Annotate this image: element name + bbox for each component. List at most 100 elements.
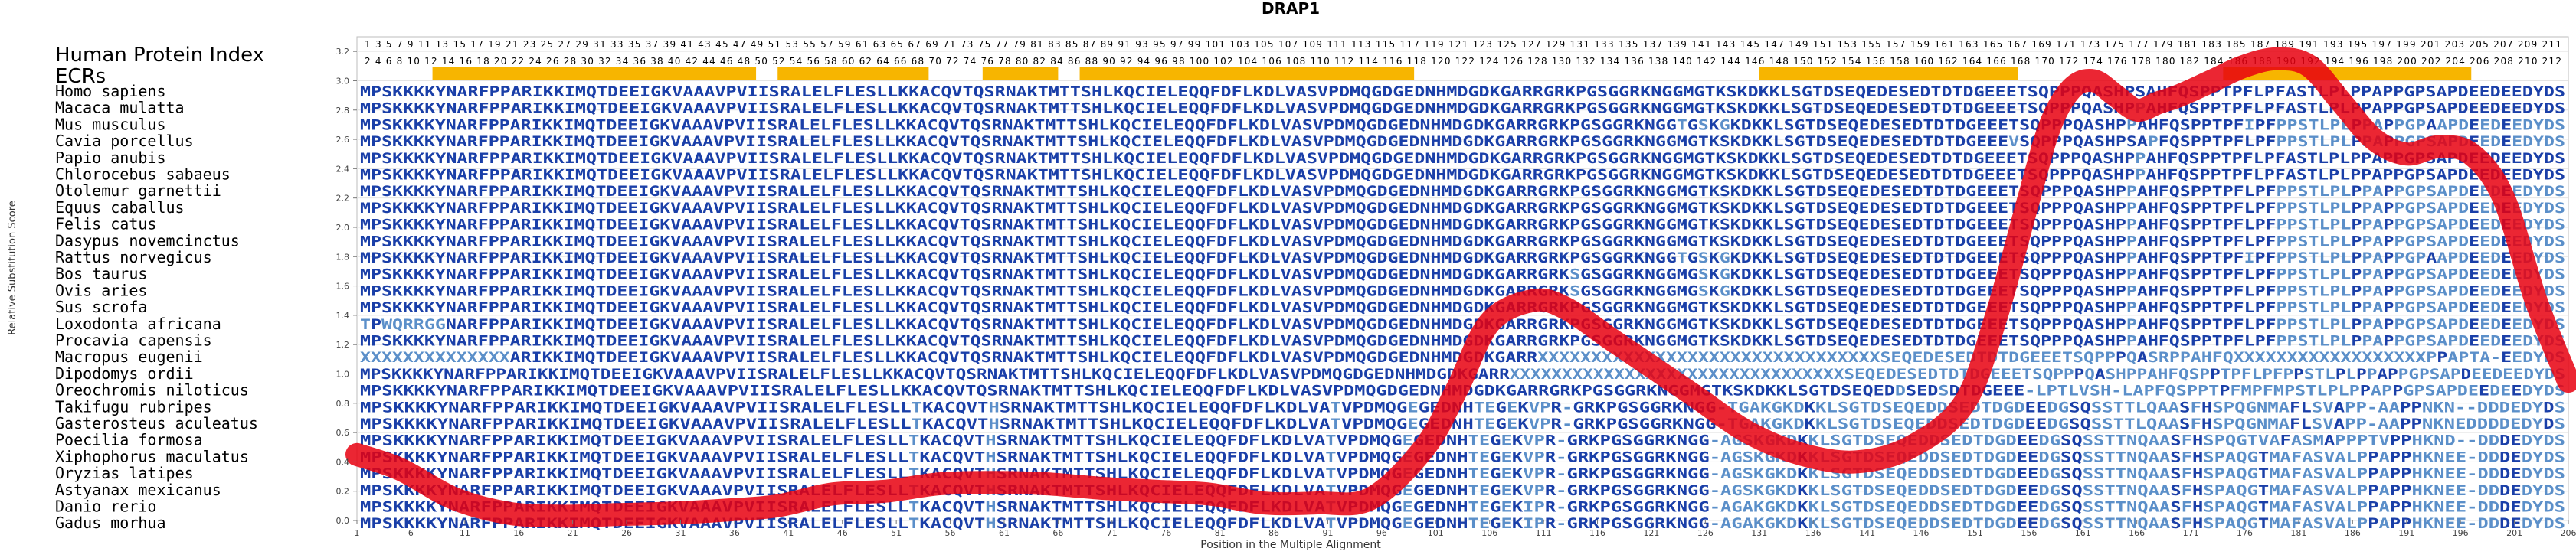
y-tick-label: 0.4: [336, 457, 350, 467]
alignment-sequences: MPSKKKKYNARFPPARIKKIMQTDEEIGKVAAAVPVIISR…: [360, 83, 2565, 532]
species-name: Papio anubis: [55, 148, 166, 167]
species-name: Danio rerio: [55, 498, 156, 516]
species-sequence: MPSKKKKYNARFPPARIKKIMQTDEEIGKVAAAVPVIISR…: [360, 200, 2565, 217]
species-name: Xiphophorus maculatus: [55, 447, 249, 465]
species-name: Gasterosteus aculeatus: [55, 414, 258, 432]
y-tick-label: 1.8: [336, 252, 350, 262]
x-tick-label: 136: [1805, 528, 1822, 538]
y-tick-label: 2.2: [336, 194, 350, 204]
x-tick-label: 96: [1376, 528, 1387, 538]
x-tick-label: 61: [999, 528, 1010, 538]
x-tick-label: 191: [2398, 528, 2414, 538]
species-sequence: MPSKKKKYNARFPPARIKKIMQTDEEIGKVAAAVPVIISR…: [360, 116, 2565, 133]
x-tick-label: 181: [2290, 528, 2306, 538]
x-tick-label: 66: [1052, 528, 1063, 538]
ecr-block: [433, 67, 756, 80]
species-name: Sus scrofa: [55, 298, 147, 316]
x-tick-label: 121: [1643, 528, 1659, 538]
species-name: Macaca mulatta: [55, 99, 185, 117]
y-tick-label: 3.2: [336, 47, 350, 57]
species-sequence: MPSKKKKYNARFPPARIKKIMQTDEEIGKVAAAVPVIISR…: [360, 449, 2565, 465]
species-sequence: MPSKKKKYNARFPPARIKKIMQTDEEIGKVAAAVPVIISR…: [360, 482, 2565, 499]
x-tick-label: 1: [355, 528, 360, 538]
y-tick-label: 3.0: [336, 76, 350, 86]
x-tick-label: 171: [2183, 528, 2199, 538]
species-name: Macropus eugenii: [55, 348, 203, 366]
x-tick-label: 51: [891, 528, 902, 538]
x-tick-label: 21: [568, 528, 578, 538]
x-tick-label: 126: [1697, 528, 1714, 538]
x-tick-label: 6: [408, 528, 414, 538]
x-axis-label: Position in the Multiple Alignment: [1200, 539, 1381, 551]
x-tick-label: 36: [729, 528, 740, 538]
y-tick-label: 2.8: [336, 106, 350, 116]
y-tick-label: 1.2: [336, 340, 350, 350]
species-name: Dipodomys ordii: [55, 364, 194, 383]
x-tick-label: 31: [675, 528, 686, 538]
y-tick-label: 0.8: [336, 399, 350, 409]
x-tick-label: 106: [1481, 528, 1497, 538]
ecr-block: [983, 67, 1059, 80]
y-axis-label: Relative Substitution Score: [7, 201, 18, 335]
x-tick-label: 91: [1322, 528, 1333, 538]
y-tick-label: 1.6: [336, 282, 350, 292]
species-name: Homo sapiens: [55, 82, 166, 100]
x-tick-label: 156: [2021, 528, 2037, 538]
species-name: Rattus norvegicus: [55, 248, 212, 266]
x-tick-label: 131: [1751, 528, 1767, 538]
species-sequence: MPSKKKKYNARFPPARIKKIMQTDEEIGKVAAAVPVIISR…: [360, 432, 2565, 449]
species-name: Astyanax mexicanus: [55, 481, 221, 499]
x-tick-label: 81: [1215, 528, 1226, 538]
x-tick-label: 201: [2506, 528, 2522, 538]
x-tick-label: 141: [1859, 528, 1875, 538]
species-name: Equus caballus: [55, 198, 185, 217]
x-tick-label: 111: [1536, 528, 1552, 538]
species-sequence: MPSKKKKYNARFPPARIKKIMQTDEEIGKVAAAVPVIISR…: [360, 266, 2565, 283]
species-name: Bos taurus: [55, 265, 147, 283]
species-name: Otolemur garnettii: [55, 181, 221, 200]
ecr-block: [1080, 67, 1415, 80]
species-sequence: MPSKKKKYNARFPPARIKKIMQTDEEIGKVAAAVPVIISR…: [360, 465, 2565, 482]
x-tick-label: 16: [513, 528, 524, 538]
species-sequence: MPSKKKKYNARFPPARIKKIMQTDEEIGKVAAAVPVIISR…: [360, 167, 2565, 184]
x-tick-label: 71: [1107, 528, 1118, 538]
x-tick-label: 56: [945, 528, 956, 538]
x-tick-label: 176: [2237, 528, 2253, 538]
x-tick-label: 26: [621, 528, 632, 538]
x-tick-label: 86: [1268, 528, 1279, 538]
species-sequence: MPSKKKKYNARFPPARIKKIMQTDEEIGKVAAAVPVIISR…: [360, 250, 2565, 266]
species-sequence: MPSKKKKYNARFPPARIKKIMQTDEEIGKVAAAVPVIISR…: [360, 100, 2565, 117]
y-tick-label: 0.6: [336, 428, 350, 438]
species-name: Chlorocebus sabaeus: [55, 165, 231, 184]
x-tick-label: 46: [837, 528, 848, 538]
species-sequence: MPSKKKKYNARFPPARIKKIMQTDEEIGKVAAAVPVIISR…: [360, 133, 2565, 150]
x-tick-label: 101: [1428, 528, 1444, 538]
x-tick-label: 186: [2345, 528, 2361, 538]
species-name: Procavia capensis: [55, 331, 212, 350]
species-name: Cavia porcellus: [55, 132, 194, 150]
x-tick-label: 196: [2453, 528, 2469, 538]
species-sequence: MPSKKKKYNARFPPARIKKIMQTDEEIGKVAAAVPVIISR…: [360, 416, 2565, 432]
species-name: Ovis aries: [55, 281, 147, 299]
species-name: Loxodonta africana: [55, 315, 221, 333]
y-tick-label: 1.4: [336, 311, 350, 321]
species-sequence: MPSKKKKYNARFPPARIKKIMQTDEEIGKVAAAVPVIISR…: [360, 282, 2565, 299]
species-sequence: MPSKKKKYNARFPPARIKKIMQTDEEIGKVAAAVPVIISR…: [360, 299, 2565, 316]
ecr-block: [1759, 67, 2018, 80]
y-tick-label: 0.0: [336, 516, 350, 526]
species-name: Oreochromis niloticus: [55, 381, 249, 400]
x-tick-label: 116: [1589, 528, 1605, 538]
x-tick-label: 41: [783, 528, 794, 538]
y-tick-label: 0.2: [336, 487, 350, 497]
species-name: Gadus morhua: [55, 514, 166, 532]
y-tick-label: 2.0: [336, 223, 350, 233]
species-name: Felis catus: [55, 215, 156, 233]
chart-title: DRAP1: [1262, 0, 1320, 18]
species-name: Mus musculus: [55, 115, 166, 133]
x-tick-label: 161: [2075, 528, 2091, 538]
x-tick-label: 166: [2129, 528, 2145, 538]
y-tick-label: 2.4: [336, 164, 350, 174]
